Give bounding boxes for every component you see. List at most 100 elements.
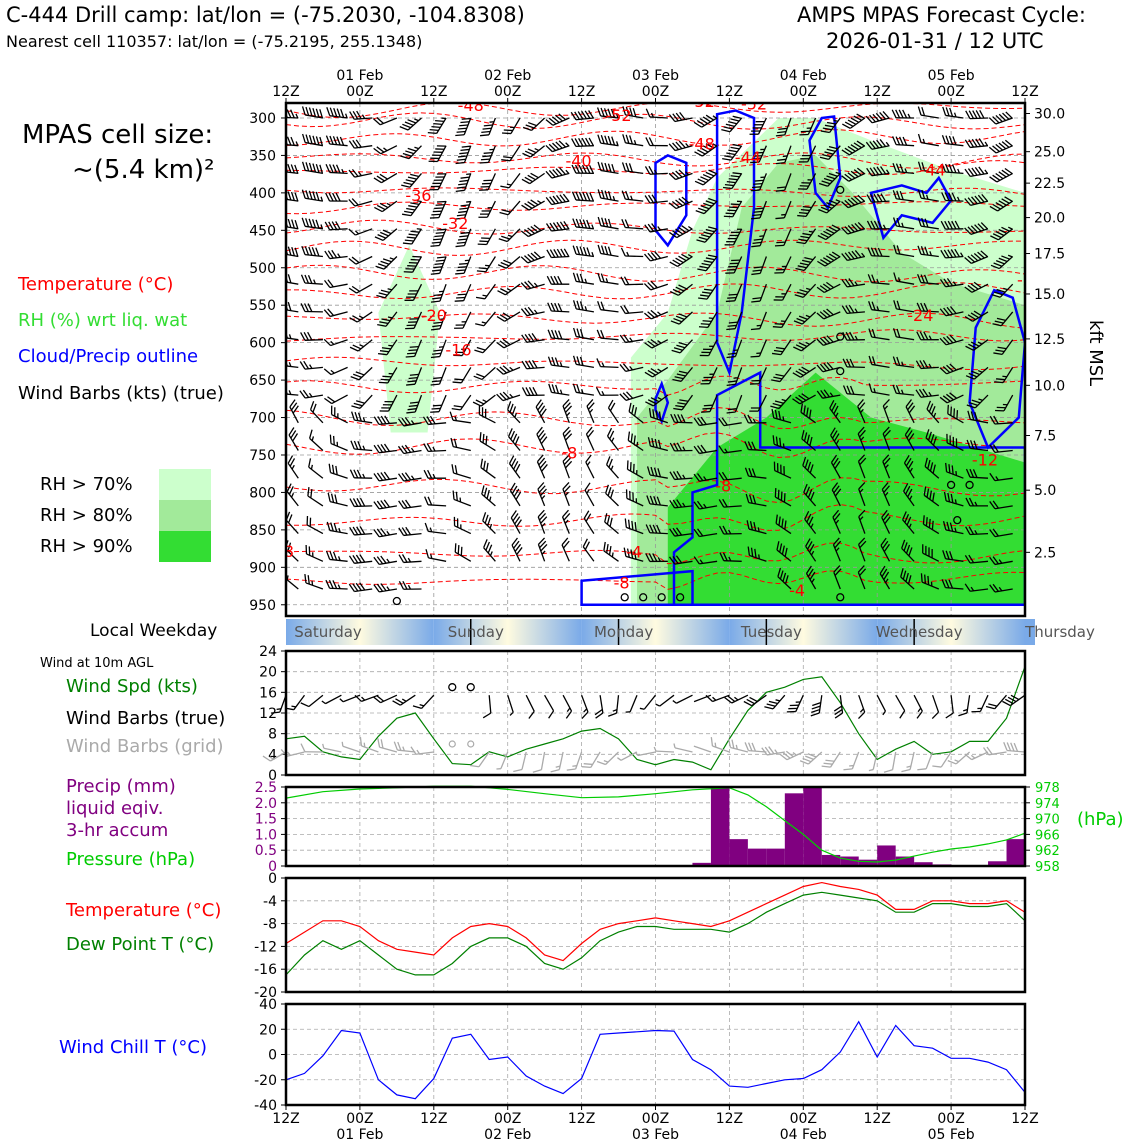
wind-barb <box>476 256 496 273</box>
wind-barb <box>323 338 348 347</box>
plot-area: -48 -52 -52 -52 -48 -44 -40 -44 -36 -32 -20 -16 -24 -… <box>286 103 1025 616</box>
wind-barb <box>328 463 348 479</box>
wind-barb <box>718 471 742 481</box>
weekday-label: Monday <box>594 623 653 641</box>
wind-barb <box>301 245 323 258</box>
wind-barb <box>917 274 939 285</box>
wind-barb <box>772 311 792 329</box>
isotherm-line <box>286 129 1025 147</box>
wind-barb <box>829 399 841 424</box>
wind-barb <box>917 245 939 258</box>
calm-wind-symbol <box>836 366 845 376</box>
wind-barb <box>819 145 841 161</box>
precip-bar <box>747 848 767 866</box>
wind-barb <box>990 226 1014 241</box>
wind-barb <box>562 426 573 451</box>
wind-chill-line <box>285 1020 1026 1100</box>
wind-barb-true <box>931 694 940 720</box>
wind-barb <box>964 310 989 322</box>
wind-barb <box>643 280 669 291</box>
wind-barb <box>775 145 792 165</box>
wind-barb <box>988 139 1013 154</box>
wind-barb <box>989 415 1013 425</box>
wind-barb <box>693 500 718 510</box>
time-tick-label-top: 00Z <box>642 84 669 100</box>
wind-barb <box>398 499 422 509</box>
wind-barb <box>325 579 348 590</box>
wind-barb <box>349 526 373 536</box>
wind-barb-grid <box>359 736 379 753</box>
isotherm-label: -4 <box>626 543 642 562</box>
wind-barb-grid <box>1003 741 1026 753</box>
wind-barb <box>941 192 964 202</box>
wind-barb <box>623 547 644 562</box>
wind-barb <box>350 440 373 452</box>
wind-barb <box>624 518 644 535</box>
wind-panel: 0 4 8 12 16 20 24 <box>259 644 1027 784</box>
wind-barb <box>841 194 866 209</box>
weekday-band <box>877 619 1025 645</box>
isotherm-line <box>286 375 1025 396</box>
wind-barb <box>288 427 299 451</box>
wind-barb <box>537 537 548 562</box>
wind-barb-grid <box>779 750 804 761</box>
wind-barb <box>805 538 817 562</box>
wind-barb-grid <box>673 743 693 753</box>
wind-barb <box>947 404 964 424</box>
wind-barb <box>422 415 447 426</box>
wind-barb <box>830 427 841 451</box>
wind-barb-grid <box>883 751 897 773</box>
wind-barb <box>405 339 423 358</box>
wind-barb <box>350 366 373 381</box>
date-tick-label-bottom: 05 Feb <box>928 1127 975 1140</box>
wind-barb <box>673 394 694 411</box>
wind-barb <box>349 110 373 120</box>
time-tick-label-bottom: 12Z <box>420 1111 447 1127</box>
wind-barb <box>496 365 521 375</box>
wind-barb-grid <box>964 751 989 761</box>
wind-barb <box>301 189 324 202</box>
wind-barb <box>751 256 768 276</box>
wind-barb <box>451 464 471 479</box>
wind-barb-true <box>580 694 589 720</box>
wind-barb <box>597 272 619 285</box>
rh70-label: RH > 70% <box>40 474 133 495</box>
weekday-strip: Saturday Sunday Monday Tuesday Wednesday Thur… <box>286 619 1095 645</box>
date-tick-label-bottom: 02 Feb <box>484 1127 531 1140</box>
wind-barb <box>669 527 693 537</box>
wind-barb <box>841 278 865 288</box>
weekday-band <box>286 619 434 645</box>
wind-barb <box>892 384 915 396</box>
wind-barb <box>718 525 742 535</box>
wind-barb <box>798 145 817 163</box>
time-height-panel: -48 -52 -52 -52 -48 -44 -40 -44 -36 -32 -20 -16 -24 -… <box>249 68 1065 618</box>
isotherm-label: -8 <box>561 444 577 463</box>
wind-barb <box>374 200 398 213</box>
wind-barb <box>857 454 867 479</box>
wind-barb-true <box>562 694 573 719</box>
legend-temperature: Temperature (°C) <box>18 274 174 295</box>
pressure-tick-label: 750 <box>249 448 276 464</box>
cloud-outline <box>654 380 670 425</box>
wind-barb <box>301 161 324 175</box>
pressure-tick-label-right: 970 <box>1035 813 1060 828</box>
wind-barb <box>903 483 915 507</box>
wind-barb <box>511 537 523 562</box>
height-tick-label: 30.0 <box>1034 106 1065 122</box>
wind-barb <box>286 301 299 313</box>
wind-barb <box>866 193 890 203</box>
wind-barb <box>561 509 571 534</box>
wind-barb <box>622 134 644 147</box>
wind-barb-true <box>1002 694 1026 707</box>
wind-barb <box>479 145 497 164</box>
wind-barb <box>535 399 547 424</box>
wind-barb <box>521 333 545 343</box>
wind-barb <box>289 399 299 424</box>
wind-barb <box>496 338 521 349</box>
wind-barb <box>904 427 915 451</box>
isotherm-label: -24 <box>907 306 933 325</box>
wind-barb <box>478 405 496 424</box>
wind-barb <box>699 339 718 357</box>
wind-barb <box>520 306 545 317</box>
cell-size-label: MPAS cell size: <box>22 120 214 150</box>
